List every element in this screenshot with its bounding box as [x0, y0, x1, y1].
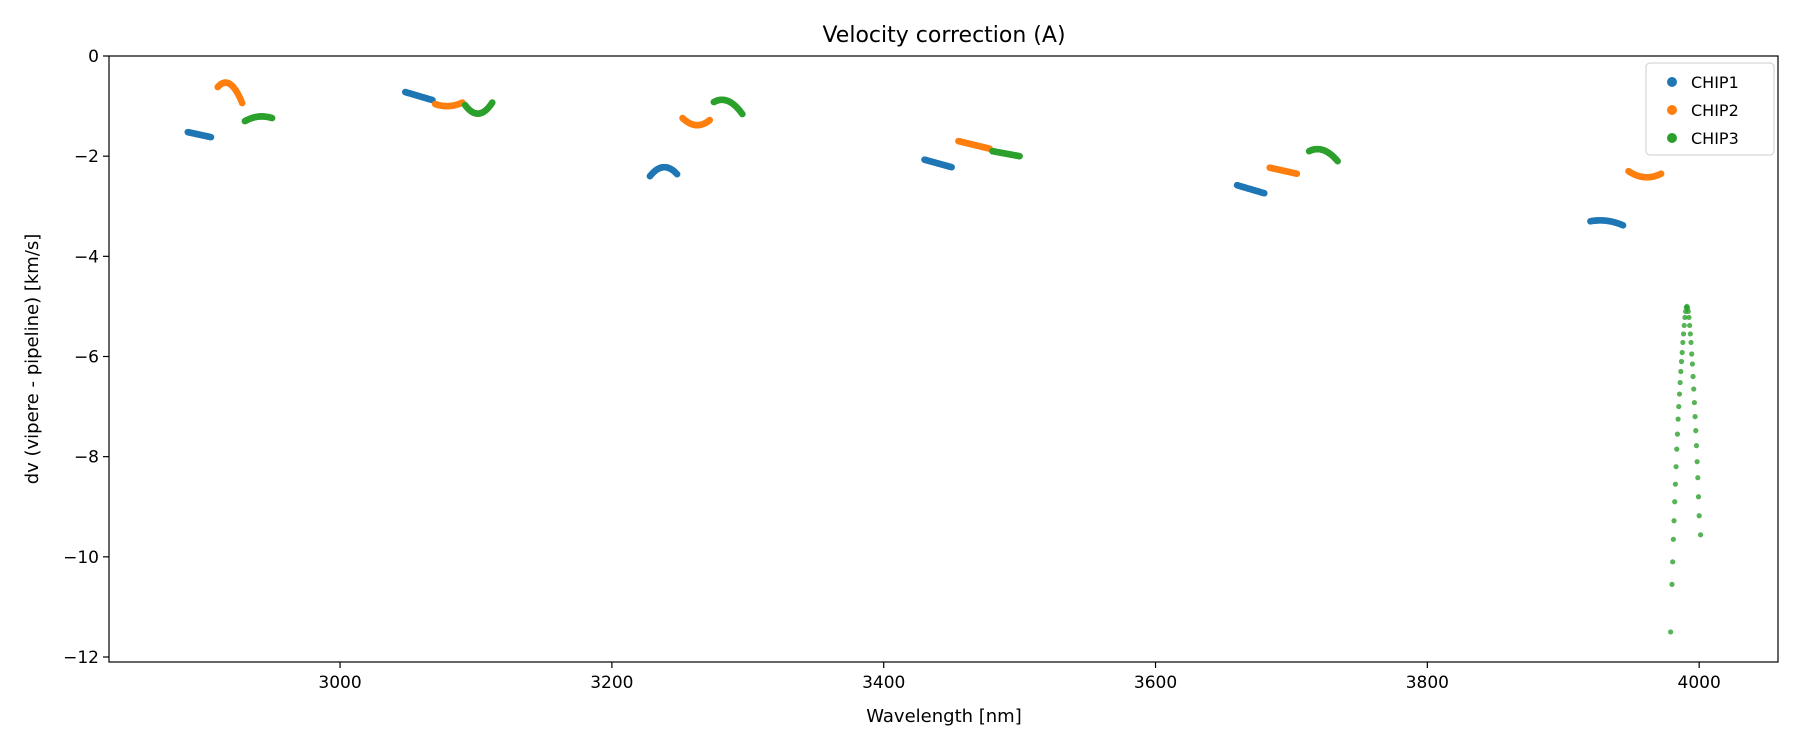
legend-frame	[1645, 62, 1775, 156]
legend-label-chip1: CHIP1	[1691, 73, 1739, 92]
chip1-point	[948, 163, 955, 171]
chip2-point	[1293, 170, 1301, 177]
chip3-point	[1676, 403, 1682, 410]
y-axis-label: dv (vipere - pipeline) [km/s]	[22, 234, 43, 485]
x-axis-label: Wavelength [nm]	[866, 706, 1022, 727]
chip3-point	[268, 114, 276, 122]
y-tick-label: −10	[63, 548, 99, 568]
chip3-point	[1676, 391, 1683, 397]
x-tick-label: 3600	[1134, 673, 1177, 693]
x-tick-label: 4000	[1678, 673, 1721, 693]
x-tick-label: 3400	[862, 673, 905, 693]
chip3-point	[1016, 152, 1023, 160]
y-tick-label: −12	[63, 648, 99, 668]
chip3-point	[1693, 443, 1700, 449]
chip3-point	[1697, 532, 1704, 538]
chip3-point	[1693, 428, 1699, 434]
chip2-point	[238, 99, 246, 107]
chip3-point	[1686, 314, 1692, 321]
chip3-point	[1674, 446, 1680, 452]
chip3-point	[1677, 379, 1683, 386]
chip3-point	[1668, 629, 1674, 635]
chip3-point	[1672, 499, 1678, 505]
legend-marker-chip2	[1667, 105, 1677, 115]
y-axis-ticks: 0 −2 −4 −6 −8 −10 −12	[63, 47, 109, 668]
chip3-point	[739, 110, 746, 118]
chip3-point	[1681, 322, 1687, 329]
chip3-point	[1695, 494, 1702, 500]
chip3-point	[1671, 518, 1677, 524]
y-tick-label: −6	[74, 347, 99, 367]
chip1-point	[673, 170, 681, 178]
chip3-point	[1673, 464, 1679, 470]
chip3-point	[1688, 339, 1694, 346]
chip3-point	[1669, 581, 1675, 587]
chip1-point	[207, 133, 215, 141]
chip3-point	[1680, 339, 1686, 346]
legend: CHIP1 CHIP2 CHIP3	[1645, 62, 1775, 156]
chip3-point	[488, 99, 496, 106]
legend-marker-chip3	[1667, 133, 1677, 143]
y-tick-label: −2	[74, 147, 99, 167]
chip3-point	[1674, 431, 1681, 437]
chip3-point	[1692, 414, 1698, 420]
x-tick-label: 3800	[1406, 673, 1449, 693]
chip3-point	[1687, 331, 1693, 337]
chip1-point	[1260, 189, 1268, 197]
chip2-point	[706, 116, 714, 124]
chip3-point	[1678, 358, 1685, 365]
chip3-point	[1696, 513, 1702, 519]
chip3-point	[1675, 416, 1681, 422]
chip3-point	[1679, 349, 1685, 356]
chip3-point	[1672, 481, 1678, 487]
legend-label-chip3: CHIP3	[1691, 129, 1739, 148]
chip3-point	[1334, 157, 1341, 165]
chip3-point	[1691, 399, 1698, 406]
plot-area	[108, 55, 1779, 663]
chip3-point	[1682, 314, 1688, 321]
y-tick-label: −4	[74, 247, 99, 267]
chip3-point	[1690, 373, 1696, 380]
chip3-point	[1670, 559, 1676, 565]
chip3-point	[1680, 331, 1687, 337]
chip3-point	[1685, 308, 1691, 315]
chip1-point	[1619, 221, 1627, 229]
chip3-point	[1687, 322, 1693, 329]
y-tick-label: −8	[74, 448, 99, 468]
x-tick-label: 3000	[318, 673, 361, 693]
chip3-point	[1670, 536, 1676, 542]
chip3-point	[1689, 361, 1695, 367]
legend-label-chip2: CHIP2	[1691, 101, 1739, 120]
chip2-point	[1657, 170, 1665, 177]
chart-title: Velocity correction (A)	[822, 23, 1065, 48]
chip3-point	[1691, 386, 1697, 392]
chip3-point	[1678, 368, 1684, 375]
y-tick-label: 0	[88, 47, 99, 67]
data-points	[184, 79, 1704, 635]
x-tick-label: 3200	[590, 673, 633, 693]
chip3-point	[1689, 351, 1695, 357]
legend-marker-chip1	[1667, 77, 1677, 87]
chip3-point	[1694, 459, 1700, 465]
x-axis-ticks: 3000 3200 3400 3600 3800 4000	[318, 662, 1721, 693]
chip3-point	[1695, 475, 1701, 481]
